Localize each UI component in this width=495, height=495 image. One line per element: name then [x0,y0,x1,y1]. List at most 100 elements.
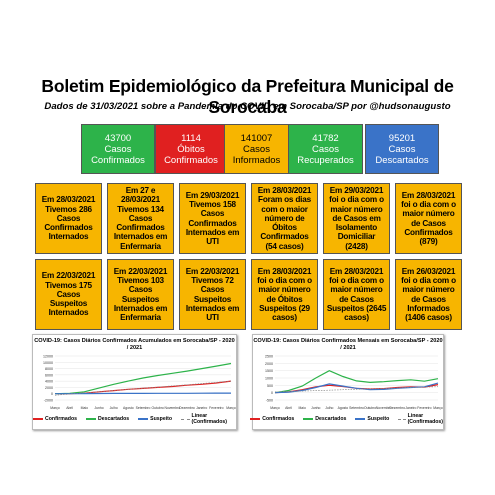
x-tick-label: Março [226,406,236,410]
highlight-card: Em 22/03/2021 Tivemos 72 Casos Suspeitos… [179,259,246,330]
legend-swatch [33,418,43,420]
y-tick-label: -500 [266,399,273,403]
highlight-card: Em 28/03/2021 Tivemos 286 Casos Confirma… [35,183,102,254]
page-title: Boletim Epidemiológico da Prefeitura Mun… [41,76,454,117]
chart-title: COVID-19: Casos Diários Confirmados Acum… [34,338,235,351]
stat-box: 141007 Casos Informados [224,124,289,174]
legend-label: Confirmados [45,416,77,422]
x-tick-label: Dezembro [179,406,195,410]
x-tick-label: Fevereiro [417,406,431,410]
legend-item: Descartados [86,413,129,425]
chart-legend: Confirmados Descartados Suspeito Linear (Co… [33,413,236,425]
highlight-card: Em 22/03/2021 Tivemos 103 Casos Suspeito… [107,259,174,330]
x-tick-label: Agosto [338,406,349,410]
series-line-descartados [54,362,232,395]
legend-swatch [398,418,406,420]
stat-box: 41782 Casos Recuperados [288,124,363,174]
y-tick-label: 1500 [265,369,273,373]
series-line-linear-confirmados- [54,380,232,396]
legend-swatch [181,418,190,420]
x-tick-label: Agosto [123,406,134,410]
y-tick-label: 4000 [45,380,53,384]
legend-item: Suspeito [355,413,389,425]
x-tick-label: Novembro [376,406,392,410]
y-tick-label: -2000 [44,399,53,403]
highlight-card: Em 29/03/2021 foi o dia com o maior núme… [323,183,390,254]
y-tick-label: 6000 [45,373,53,377]
y-tick-label: 2000 [265,362,273,366]
legend-label: Suspeito [150,416,173,422]
stat-value: 1114 [181,132,201,144]
stat-value: 95201 [388,132,416,144]
x-tick-label: Julho [110,406,118,410]
stat-line1: Casos [388,143,416,155]
y-tick-label: 2000 [45,386,53,390]
highlight-card: Em 28/03/2021 foi o dia com o maior núme… [251,259,318,330]
x-tick-label: Março [50,406,60,410]
chart-legend: Confirmados Descartados Suspeito Linear (Co… [250,413,445,425]
legend-item: Linear (Confirmados) [181,413,236,425]
x-tick-label: Março [270,406,280,410]
y-tick-label: 8000 [45,367,53,371]
highlight-card: Em 29/03/2021 Tivemos 158 Casos Confirma… [179,183,246,254]
legend-swatch [250,418,261,420]
stat-value: 43700 [104,132,132,144]
legend-item: Confirmados [33,413,77,425]
x-tick-label: Outubro [152,406,164,410]
x-tick-label: Dezembro [389,406,405,410]
series-line-linear-confirmados- [274,386,439,393]
chart-plot: 2500 2000 1500 1000 500 0 -500 Março Abril Maio Ju… [265,355,443,411]
stat-line2: Descartados [375,154,429,166]
page-subtitle: Dados de 31/03/2021 sobre a Pandemia do … [44,101,451,112]
series-line-descartados [274,370,439,394]
stat-line1: Casos [312,143,339,155]
x-tick-label: Abril [285,406,292,410]
x-tick-label: Junho [94,406,103,410]
highlight-card: Em 26/03/2021 foi o dia com o maior núme… [395,259,462,330]
x-tick-label: Abril [66,406,73,410]
legend-item: Linear (Confirmados) [398,413,445,425]
legend-label: Linear (Confirmados) [191,413,227,425]
x-tick-label: Fevereiro [209,406,223,410]
legend-swatch [355,418,366,420]
stat-box: 43700 Casos Confirmados [81,124,155,174]
x-tick-label: Março [433,406,443,410]
highlight-card: Em 28/03/2021 foi o dia com o maior núme… [323,259,390,330]
y-tick-label: 1000 [265,377,273,381]
stat-line1: Casos [104,143,132,155]
highlight-card: Em 28/03/2021 Foram os dias com o maior … [251,183,318,254]
stat-line2: Recuperados [297,154,354,166]
stat-line2: Confirmados [164,154,218,166]
x-tick-label: Maio [81,406,88,410]
legend-item: Suspeito [138,413,172,425]
stat-line1: Óbitos [177,143,205,155]
chart-plot: 12000 10000 8000 6000 4000 2000 0 -2000 Março Abr… [43,355,236,411]
highlight-card: Em 27 e 28/03/2021 Tivemos 134 Casos Con… [107,183,174,254]
stat-box: 95201 Casos Descartados [365,124,439,174]
legend-swatch [138,418,149,420]
stat-value: 141007 [240,132,273,144]
y-tick-label: 10000 [43,361,53,365]
stat-line2: Confirmados [91,154,145,166]
stat-line1: Casos [243,143,270,155]
legend-swatch [303,418,314,420]
x-tick-label: Setembro [349,406,364,410]
x-tick-label: Junho [311,406,320,410]
chart-monthly: COVID-19: Casos Diários Confirmados Mens… [250,334,445,430]
x-tick-label: Janeiro [196,406,207,410]
x-tick-label: Outubro [364,406,376,410]
highlight-card: Em 22/03/2021 Tivemos 175 Casos Suspeito… [35,259,102,330]
chart-title: COVID-19: Casos Diários Confirmados Mens… [253,338,443,351]
legend-item: Descartados [303,413,346,425]
stat-line2: Informados [232,154,281,166]
x-tick-label: Maio [298,406,305,410]
highlight-card: Em 28/03/2021 foi o dia com o maior núme… [395,183,462,254]
x-tick-label: Novembro [165,406,181,410]
stat-value: 41782 [312,132,339,144]
stat-box: 1114 Óbitos Confirmados [155,124,227,174]
x-tick-label: Julho [325,406,333,410]
y-tick-label: 2500 [265,355,273,359]
legend-label: Descartados [315,416,347,422]
legend-label: Descartados [98,416,130,422]
x-tick-label: Setembro [136,406,151,410]
